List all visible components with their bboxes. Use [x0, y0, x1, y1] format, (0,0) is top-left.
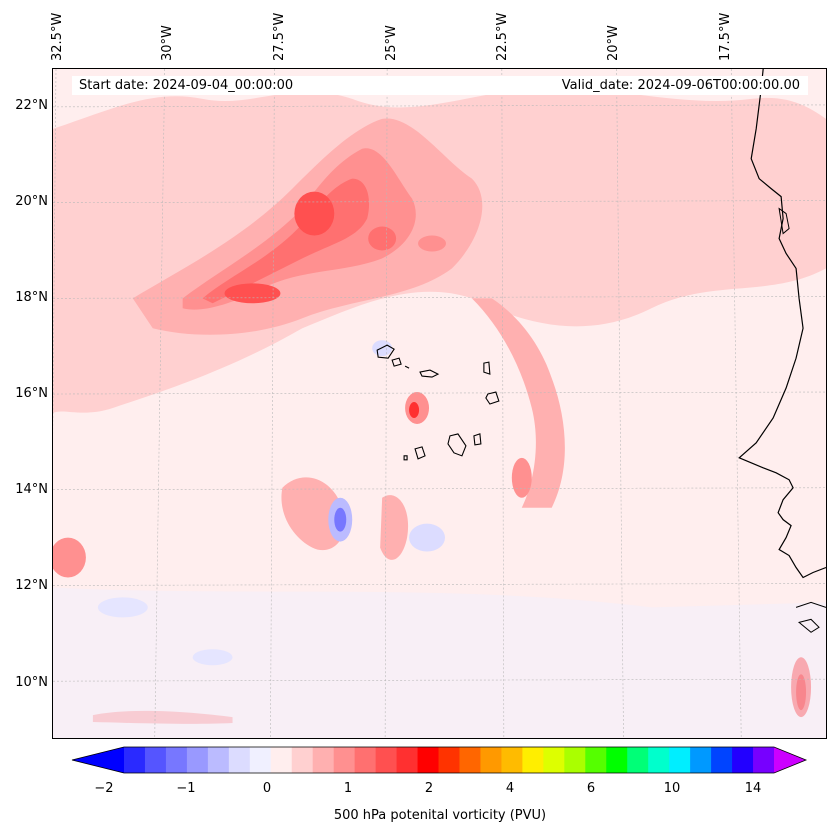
colorbar [71, 746, 808, 774]
colorbar-tick: 4 [505, 781, 515, 796]
colorbar-cell [543, 747, 565, 773]
colorbar-cell [207, 747, 230, 773]
lat-label-22n: 22°N [15, 98, 48, 113]
colorbar-cell [354, 747, 377, 773]
colorbar-tick: 1 [343, 781, 353, 796]
date-banner [72, 76, 808, 95]
colorbar-cell [396, 747, 419, 773]
colorbar-cell [753, 747, 775, 773]
lat-label-18n: 18°N [15, 290, 48, 305]
colorbar-cell [690, 747, 712, 773]
lat-label-12n: 12°N [15, 578, 48, 593]
lon-label-27-5w: 27.5°W [272, 12, 287, 61]
colorbar-tick: 6 [586, 781, 596, 796]
lon-label-17-5w: 17.5°W [718, 12, 733, 61]
lat-label-10n: 10°N [15, 675, 48, 690]
start-date-label: Start date: 2024-09-04_00:00:00 [79, 78, 294, 93]
colorbar-tick: −1 [176, 781, 196, 796]
colorbar-cell [228, 747, 251, 773]
lon-label-30w: 30°W [160, 25, 175, 61]
colorbar-cell [732, 747, 754, 773]
colorbar-tick: −2 [94, 781, 114, 796]
colorbar-cell [270, 747, 293, 773]
colorbar-tick: 2 [424, 781, 434, 796]
pv-contour-map [53, 69, 826, 738]
lon-label-20w: 20°W [606, 25, 621, 61]
colorbar-cell [669, 747, 691, 773]
colorbar-cell [606, 747, 628, 773]
lon-label-32-5w: 32.5°W [50, 12, 65, 61]
colorbar-cell [249, 747, 272, 773]
colorbar-cell [333, 747, 356, 773]
colorbar-cell [564, 747, 586, 773]
colorbar-cell [438, 747, 460, 773]
colorbar-cell [501, 747, 523, 773]
colorbar-cell [417, 747, 440, 773]
colorbar-tick: 14 [744, 781, 762, 796]
colorbar-cell [312, 747, 335, 773]
colorbar-cell [291, 747, 314, 773]
colorbar-cell [585, 747, 607, 773]
colorbar-cell [186, 747, 209, 773]
colorbar-cell [165, 747, 188, 773]
lon-label-22-5w: 22.5°W [495, 12, 510, 61]
colorbar-cell [375, 747, 398, 773]
colorbar-cell [480, 747, 502, 773]
colorbar-cell [459, 747, 481, 773]
colorbar-cell [627, 747, 649, 773]
lat-label-14n: 14°N [15, 482, 48, 497]
lon-label-25w: 25°W [384, 25, 399, 61]
colorbar-tick: 0 [262, 781, 272, 796]
lat-label-20n: 20°N [15, 194, 48, 209]
colorbar-tick: 10 [663, 781, 681, 796]
colorbar-cell [648, 747, 670, 773]
colorbar-cell [124, 747, 146, 773]
colorbar-extend-max [774, 747, 806, 773]
colorbar-extend-min [72, 747, 124, 773]
colorbar-outline [71, 746, 808, 774]
colorbar-label: 500 hPa potenital vorticity (PVU) [333, 808, 547, 823]
colorbar-cell [711, 747, 733, 773]
lat-label-16n: 16°N [15, 386, 48, 401]
map-panel [52, 68, 827, 739]
colorbar-cell [522, 747, 544, 773]
valid-date-label: Valid_date: 2024-09-06T00:00:00.00 [561, 78, 800, 93]
colorbar-cell [144, 747, 167, 773]
